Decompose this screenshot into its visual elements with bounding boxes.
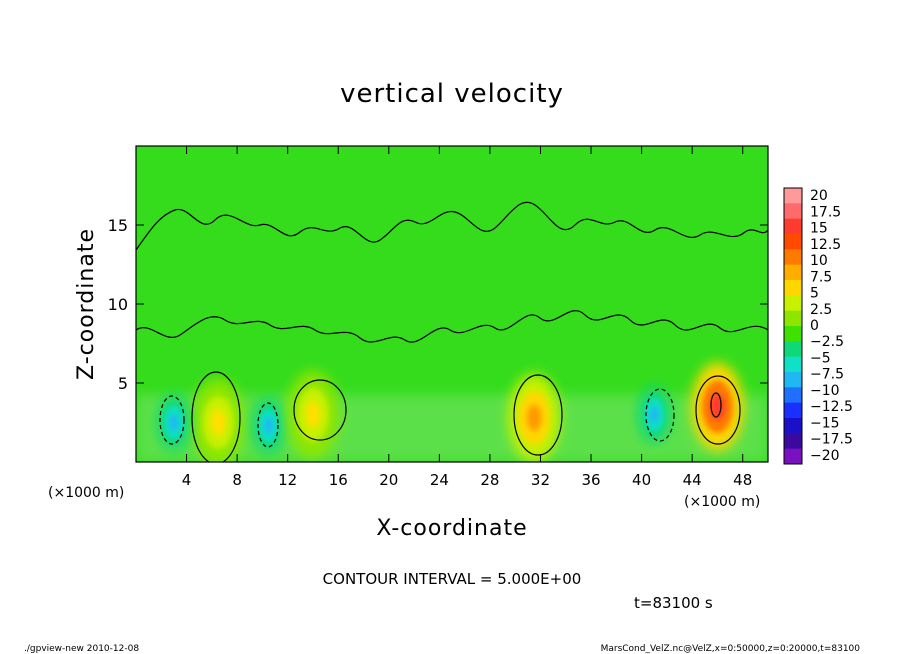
colorbar-swatch [784,249,802,266]
y-tick-label: 15 [108,216,128,235]
x-tick-label: 36 [581,471,600,489]
contour-updraft-c [513,374,563,456]
x-tick-label: 16 [329,471,348,489]
colorbar-swatch [784,448,802,465]
colorbar-swatch [784,295,802,312]
contour-lines [136,201,768,462]
colorbar-swatch [784,326,802,342]
colorbar-swatch [784,310,802,327]
colorbar-label: −7.5 [810,367,844,383]
x-tick-label: 24 [430,471,449,489]
colorbar-label: 17.5 [810,204,841,220]
downdraft-core [264,417,274,435]
contour-upper-boundary [136,201,768,251]
colorbar-swatch [784,372,802,388]
contour-updraft-a [191,371,241,462]
colorbar-label: −15 [810,415,840,431]
colorbar-swatch [784,280,802,296]
updraft-core [210,409,226,436]
x-tick-label: 40 [632,471,651,489]
colorbar-swatch [784,356,802,373]
x-axis-ticks: 4 8 12 16 20 24 28 32 36 40 44 48 [182,146,752,489]
colorbar-swatch [784,188,802,204]
colorbar-label: 12.5 [810,237,841,253]
contour-downdraft-c [645,388,675,442]
colorbar-label: 15 [810,221,828,237]
contour-interval-text: CONTOUR INTERVAL = 5.000E+00 [323,570,582,588]
contour-updraft-d-inner [710,392,722,418]
y-axis-label: Z-coordinate [74,228,99,380]
footer-right: MarsCond_VelZ.nc@VelZ,x=0:50000,z=0:2000… [601,644,861,654]
colorbar-swatch [784,341,802,358]
colorbar-label: 5 [810,286,819,302]
updraft-core [526,404,542,431]
footer-left: ./gpview-new 2010-12-08 [24,644,139,654]
colorbar-swatch [784,218,802,235]
time-text: t=83100 s [634,594,713,612]
updraft-core [305,401,321,428]
colorbar-label: −20 [810,448,840,464]
colorbar-label: −17.5 [810,432,853,448]
x-tick-label: 8 [232,471,242,489]
x-tick-label: 32 [531,471,550,489]
colorbar-label: −10 [810,383,840,399]
colorbar-label: −5 [810,350,831,366]
x-tick-label: 28 [480,471,499,489]
chart-title: vertical velocity [340,79,564,109]
colorbar-swatch [784,203,802,220]
colorbar-label: −12.5 [810,399,853,415]
colorbar-swatch [784,402,802,419]
x-tick-label: 48 [733,471,752,489]
x-tick-label: 20 [379,471,398,489]
x-unit-right: (×1000 m) [684,494,760,510]
contour-mid-boundary [136,310,768,343]
colorbar-swatch [784,433,802,450]
x-tick-label: 44 [683,471,702,489]
downdraft-core [649,406,659,423]
y-tick-label: 10 [108,295,128,314]
contour-downdraft-a [159,395,185,445]
contour-downdraft-b [257,402,279,448]
colorbar-label: 20 [810,188,828,204]
colorbar-swatch [784,418,802,434]
colorbar-swatches [784,188,802,465]
colorbar-swatch [784,234,802,250]
colorbar-label: 0 [810,318,819,334]
colorbar-label: 7.5 [810,269,832,285]
x-tick-label: 12 [278,471,297,489]
y-axis-ticks: 5 10 15 [108,216,768,393]
colorbar: 2017.51512.5107.552.50−2.5−5−7.5−10−12.5… [783,187,853,465]
downdraft-core [169,414,179,431]
colorbar-labels: 2017.51512.5107.552.50−2.5−5−7.5−10−12.5… [810,188,853,464]
colorbar-label: 10 [810,253,828,269]
x-axis-label: X-coordinate [376,516,527,541]
contour-updraft-b [293,379,347,441]
contour-updraft-d [695,375,741,445]
colorbar-swatch [784,264,802,281]
colorbar-label: −2.5 [810,334,844,350]
y-tick-label: 5 [118,374,128,393]
colorbar-swatch [784,387,802,404]
colorbar-label: 2.5 [810,302,832,318]
colorbar-frame [783,187,803,465]
velocity-features [157,362,744,462]
x-unit-left: (×1000 m) [48,485,124,501]
x-tick-label: 4 [182,471,192,489]
